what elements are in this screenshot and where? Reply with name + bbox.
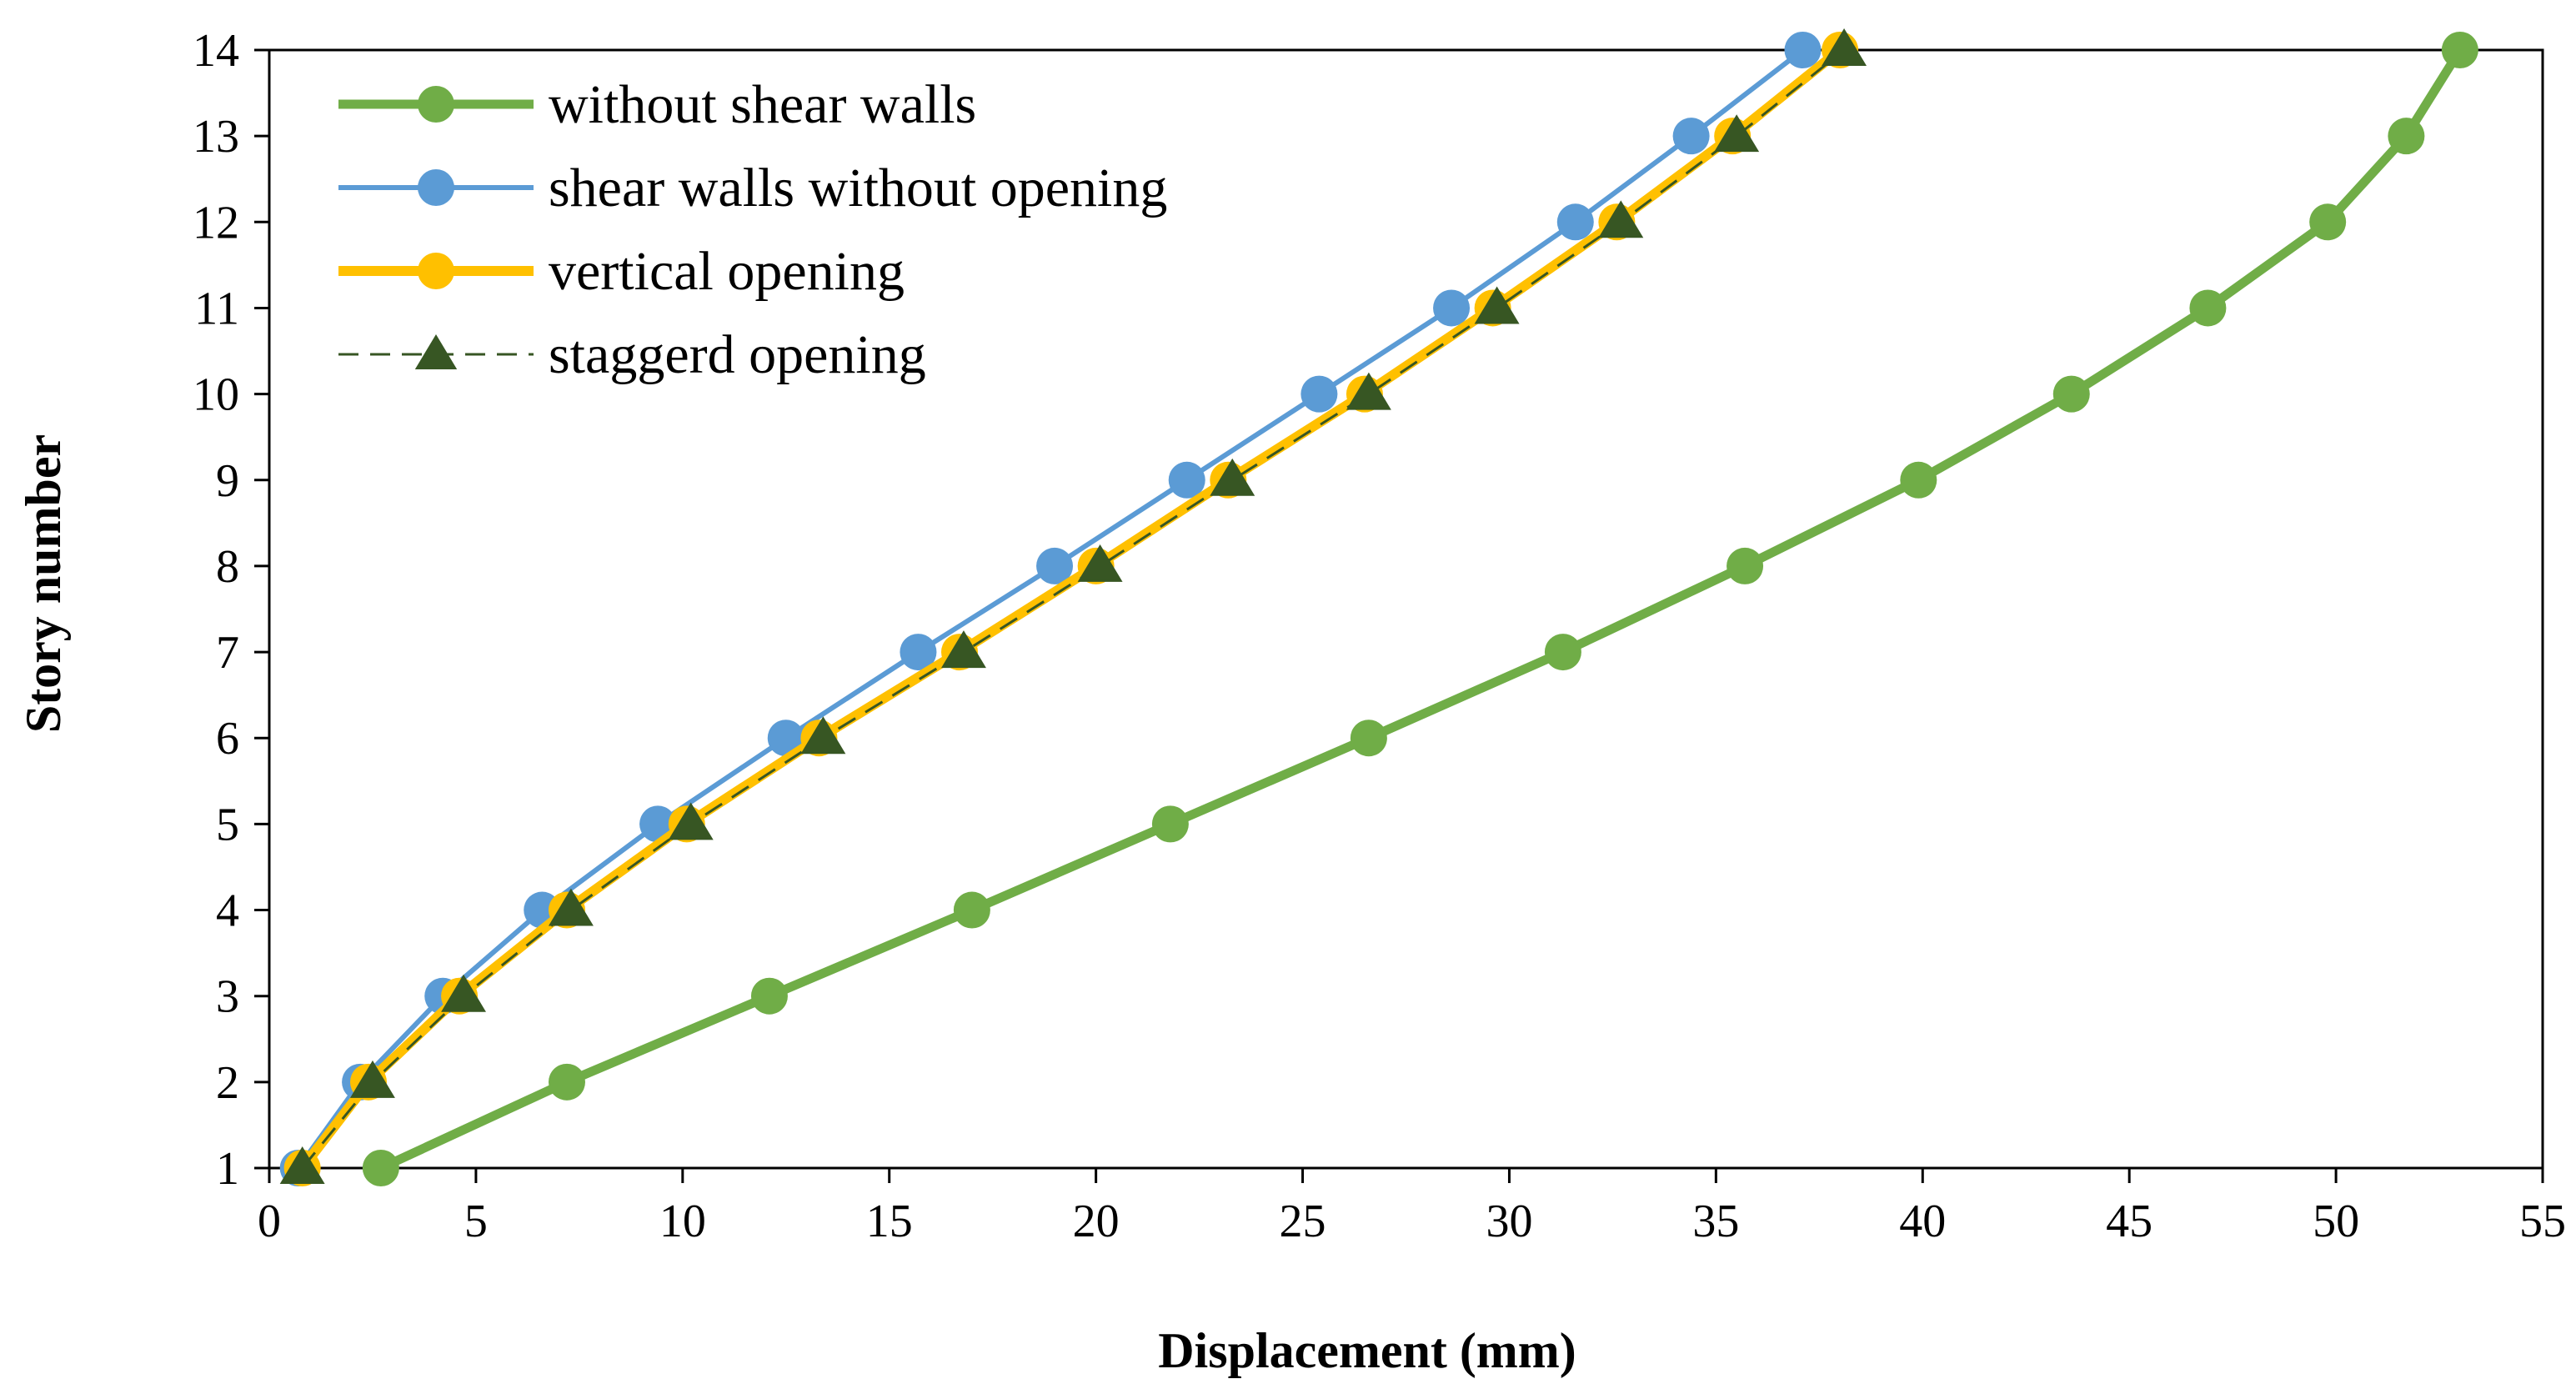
y-tick-label: 2	[216, 1057, 239, 1109]
x-tick-label: 35	[1692, 1196, 1739, 1247]
legend-marker-circle	[418, 169, 454, 206]
data-point-circle	[1168, 461, 1205, 499]
data-point-circle	[750, 977, 788, 1015]
data-point-triangle	[548, 888, 594, 926]
y-tick-label: 5	[216, 799, 239, 850]
series-line-without-shear-walls	[378, 48, 2464, 1172]
legend-entry-1: shear walls without opening	[338, 158, 1167, 218]
data-point-circle	[2309, 203, 2347, 241]
series-line-vertical-opening	[298, 46, 1843, 1171]
data-point-triangle	[1346, 372, 1391, 410]
data-point-circle	[900, 634, 937, 671]
x-axis-title: Displacement (mm)	[1158, 1323, 1576, 1378]
x-tick-label: 30	[1486, 1196, 1532, 1247]
x-tick-label: 40	[1899, 1196, 1946, 1247]
y-tick-label: 10	[193, 369, 239, 421]
y-tick-label: 11	[194, 283, 239, 334]
data-point-triangle	[279, 1146, 325, 1184]
y-axis-title: Story number	[16, 434, 71, 733]
data-point-circle	[1350, 720, 1387, 757]
x-tick-label: 50	[2313, 1196, 2359, 1247]
x-tick-label: 20	[1073, 1196, 1120, 1247]
data-point-circle	[953, 891, 990, 929]
legend-label: vertical opening	[549, 241, 905, 302]
series-0	[362, 32, 2478, 1186]
data-point-circle	[1727, 547, 1764, 584]
x-tick-label: 10	[659, 1196, 706, 1247]
y-tick-label: 8	[216, 541, 239, 593]
y-tick-label: 7	[216, 627, 239, 679]
data-point-circle	[362, 1150, 399, 1186]
y-tick-label: 1	[216, 1143, 239, 1195]
data-point-triangle	[1210, 458, 1255, 496]
series-line-staggerd-opening	[301, 48, 1846, 1169]
y-tick-label: 14	[193, 25, 239, 77]
data-point-triangle	[1077, 544, 1123, 582]
data-point-triangle	[1714, 114, 1760, 153]
data-point-circle	[2189, 289, 2227, 327]
legend-marker-circle	[418, 86, 454, 123]
legend-label: staggerd opening	[549, 324, 926, 385]
y-tick-label: 6	[216, 713, 239, 765]
x-tick-label: 45	[2106, 1196, 2153, 1247]
data-point-triangle	[668, 802, 714, 840]
legend-label: without shear walls	[549, 74, 976, 135]
data-point-triangle	[349, 1060, 395, 1098]
data-point-circle	[548, 1063, 585, 1101]
series-3	[279, 28, 1867, 1184]
data-point-triangle	[1822, 28, 1867, 66]
data-point-triangle	[1474, 286, 1520, 324]
x-tick-label: 0	[258, 1196, 281, 1247]
data-point-triangle	[941, 630, 986, 669]
data-point-circle	[1036, 547, 1074, 584]
y-tick-label: 13	[193, 111, 239, 163]
y-tick-label: 9	[216, 455, 239, 507]
data-point-circle	[1672, 118, 1710, 155]
data-point-circle	[1151, 805, 1189, 843]
data-point-circle	[767, 720, 804, 757]
x-tick-label: 15	[866, 1196, 913, 1247]
x-tick-label: 55	[2519, 1196, 2566, 1247]
legend-entry-2: vertical opening	[338, 241, 905, 302]
legend-entry-3: staggerd opening	[338, 324, 926, 385]
y-tick-label: 12	[193, 197, 239, 248]
plot-area-border	[268, 48, 2544, 1170]
y-tick-label: 4	[216, 885, 239, 937]
data-point-circle	[2052, 375, 2090, 413]
x-tick-label: 25	[1280, 1196, 1326, 1247]
data-point-circle	[1301, 375, 1338, 413]
data-point-circle	[1900, 461, 1937, 499]
data-point-circle	[1784, 32, 1822, 68]
data-point-triangle	[441, 974, 487, 1012]
data-point-circle	[2388, 118, 2425, 155]
legend-label: shear walls without opening	[549, 158, 1167, 218]
data-point-triangle	[1598, 200, 1644, 238]
y-tick-label: 3	[216, 971, 239, 1023]
data-point-circle	[1556, 203, 1594, 241]
legend-entry-0: without shear walls	[338, 74, 976, 135]
data-point-circle	[1433, 289, 1471, 327]
data-point-circle	[2441, 32, 2478, 68]
data-point-triangle	[800, 716, 846, 755]
legend-marker-triangle	[414, 334, 458, 369]
legend-marker-circle	[418, 253, 454, 289]
data-point-circle	[1544, 634, 1581, 671]
x-tick-label: 5	[464, 1196, 488, 1247]
